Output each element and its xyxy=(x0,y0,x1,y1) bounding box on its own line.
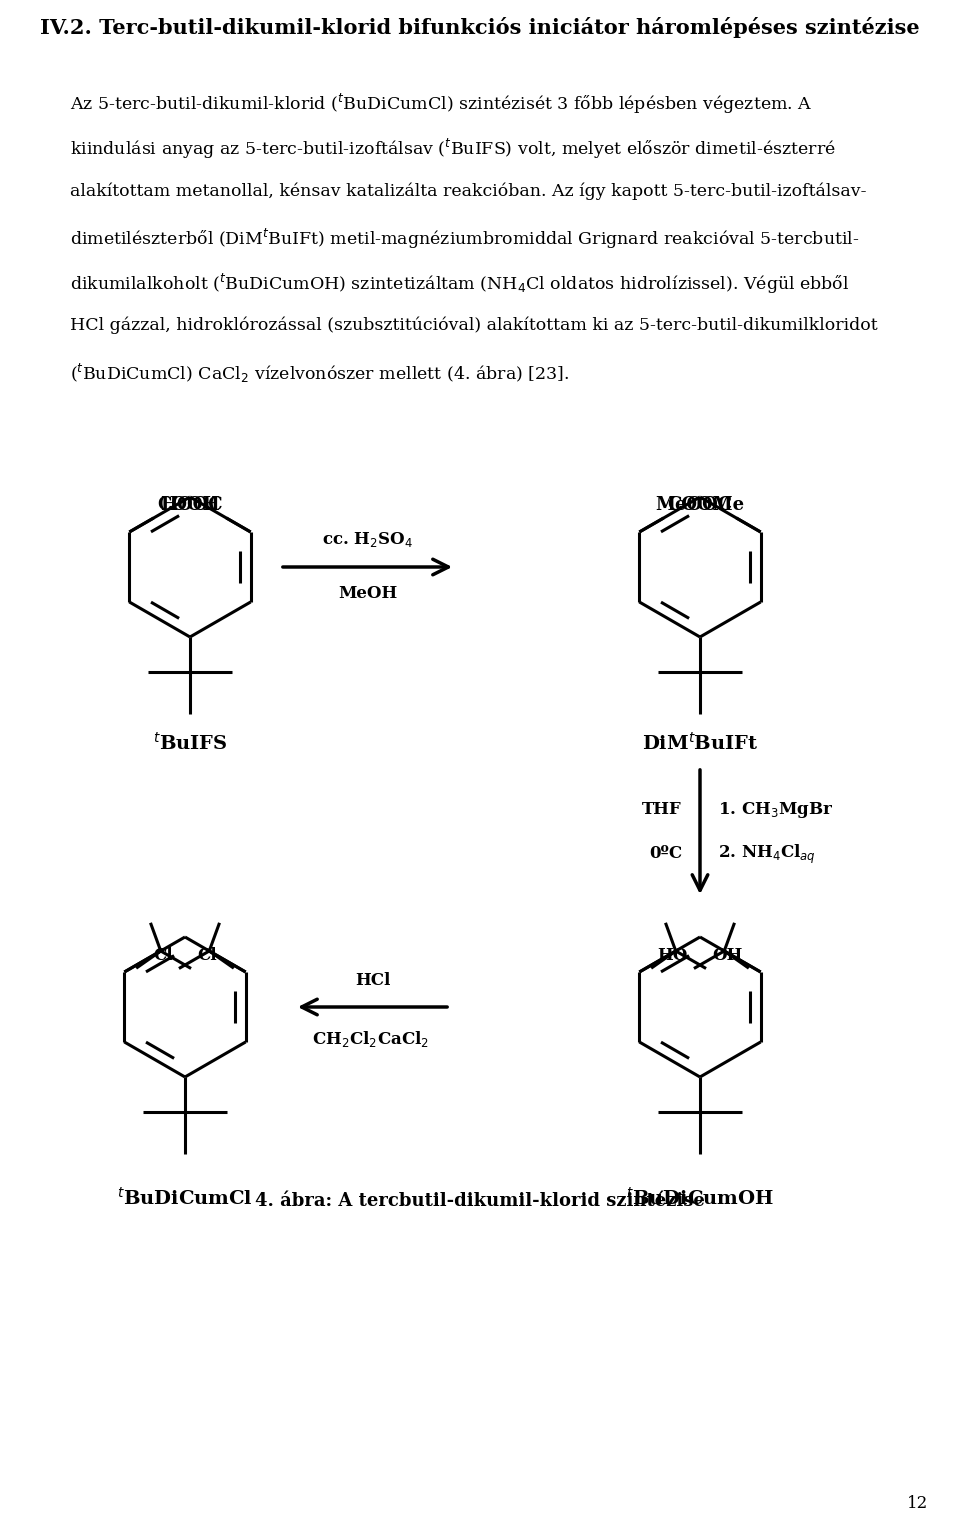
Text: 0ºC: 0ºC xyxy=(649,845,682,862)
Text: COOMe: COOMe xyxy=(667,496,745,513)
Text: HCl gázzal, hidroklórozással (szubsztitúcióval) alakítottam ki az 5-terc-butil-d: HCl gázzal, hidroklórozással (szubsztitú… xyxy=(70,317,877,335)
Text: Cl: Cl xyxy=(197,947,217,965)
Text: THF: THF xyxy=(642,801,682,819)
Text: 4. ábra: A tercbutil-dikumil-klorid szintézise: 4. ábra: A tercbutil-dikumil-klorid szin… xyxy=(255,1193,705,1210)
Text: $^t$BuDiCumCl: $^t$BuDiCumCl xyxy=(117,1187,252,1210)
Text: 1. CH$_3$MgBr: 1. CH$_3$MgBr xyxy=(718,799,833,821)
Text: COOH: COOH xyxy=(157,496,220,513)
Text: alakítottam metanollal, kénsav katalizálta reakcióban. Az így kapott 5-terc-buti: alakítottam metanollal, kénsav katalizál… xyxy=(70,181,867,200)
Text: MeOH: MeOH xyxy=(338,586,397,603)
Text: $^t$BuDiCumOH: $^t$BuDiCumOH xyxy=(626,1187,774,1210)
Text: HO: HO xyxy=(658,947,688,965)
Text: DiM$^t$BuIFt: DiM$^t$BuIFt xyxy=(641,732,758,755)
Text: MeOOC: MeOOC xyxy=(656,496,732,513)
Text: IV.2. Terc-butil-dikumil-klorid bifunkciós iniciátor háromlépéses szintézise: IV.2. Terc-butil-dikumil-klorid bifunkci… xyxy=(40,17,920,38)
Text: Cl: Cl xyxy=(154,947,173,965)
Text: CaCl$_2$: CaCl$_2$ xyxy=(376,1028,428,1048)
Text: dikumilalkoholt ($^t$BuDiCumOH) szintetizáltam (NH$_4$Cl oldatos hidrolízissel).: dikumilalkoholt ($^t$BuDiCumOH) szinteti… xyxy=(70,272,850,297)
Text: $^t$BuIFS: $^t$BuIFS xyxy=(153,732,228,755)
Text: cc. H$_2$SO$_4$: cc. H$_2$SO$_4$ xyxy=(322,530,413,549)
Text: dimetilészterből (DiM$^t$BuIFt) metil-magnéziumbromiddal Grignard reakcióval 5-t: dimetilészterből (DiM$^t$BuIFt) metil-ma… xyxy=(70,227,859,251)
Text: Az 5-terc-butil-dikumil-klorid ($^t$BuDiCumCl) szintézisét 3 főbb lépésben végez: Az 5-terc-butil-dikumil-klorid ($^t$BuDi… xyxy=(70,92,812,117)
Text: 12: 12 xyxy=(907,1496,928,1512)
Text: HOOC: HOOC xyxy=(159,496,223,513)
Text: kiindulási anyag az 5-terc-butil-izoftálsav ($^t$BuIFS) volt, melyet először dim: kiindulási anyag az 5-terc-butil-izoftál… xyxy=(70,137,836,161)
Text: ($^t$BuDiCumCl) CaCl$_2$ vízelvonószer mellett (4. ábra) [23].: ($^t$BuDiCumCl) CaCl$_2$ vízelvonószer m… xyxy=(70,363,569,386)
Text: OH: OH xyxy=(712,947,742,965)
Text: HCl: HCl xyxy=(355,971,390,988)
Text: CH$_2$Cl$_2$: CH$_2$Cl$_2$ xyxy=(312,1028,377,1048)
Text: 2. NH$_4$Cl$_{aq}$: 2. NH$_4$Cl$_{aq}$ xyxy=(718,842,816,865)
